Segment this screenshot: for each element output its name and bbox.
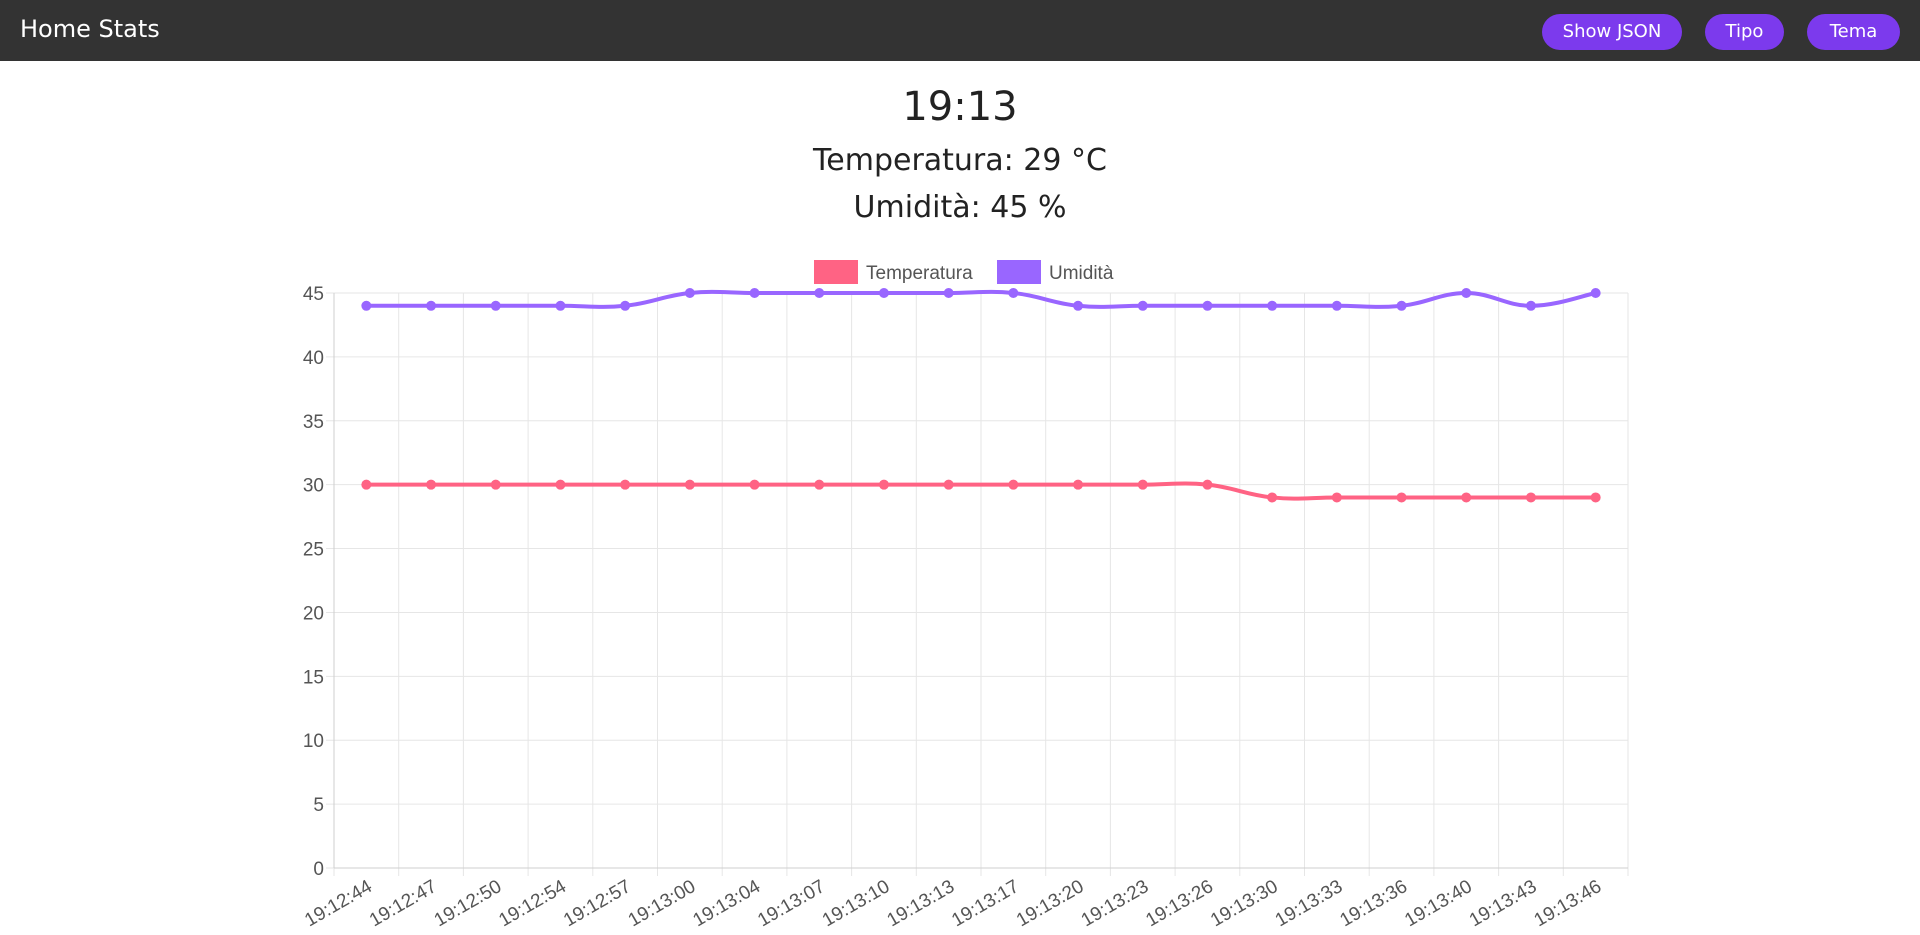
legend-label[interactable]: Temperatura [866,263,973,284]
x-tick-label: 19:13:00 [625,876,700,931]
y-tick-label: 10 [303,731,324,752]
data-point[interactable] [1008,479,1019,490]
tipo-button[interactable]: Tipo [1705,14,1784,50]
temperature-reading: Temperatura: 29 °C [813,143,1107,178]
data-point[interactable] [361,479,372,490]
x-tick-label: 19:12:54 [495,876,570,931]
x-tick-label: 19:13:07 [754,876,829,931]
data-point[interactable] [490,479,501,490]
x-tick-label: 19:12:57 [560,876,635,931]
data-point[interactable] [1590,492,1601,503]
data-point[interactable] [943,479,954,490]
data-point[interactable] [426,479,437,490]
data-point[interactable] [684,479,695,490]
data-point[interactable] [749,479,760,490]
data-point[interactable] [814,479,825,490]
y-tick-label: 40 [303,348,324,369]
data-point[interactable] [555,479,566,490]
data-point[interactable] [1202,300,1213,311]
data-point[interactable] [1461,492,1472,503]
data-point[interactable] [1137,479,1148,490]
x-tick-label: 19:12:47 [366,876,441,931]
show-json-button[interactable]: Show JSON [1542,14,1682,50]
current-time: 19:13 [902,84,1018,130]
data-point[interactable] [1331,492,1342,503]
x-tick-label: 19:12:50 [431,876,506,931]
y-tick-label: 30 [303,476,324,497]
data-point[interactable] [1525,492,1536,503]
data-point[interactable] [620,479,631,490]
data-point[interactable] [943,288,954,298]
navbar: Home Stats Show JSON Tipo Tema [0,0,1920,61]
data-point[interactable] [1267,300,1278,311]
data-point[interactable] [1008,288,1019,298]
data-point[interactable] [749,288,760,298]
chart-legend[interactable]: Temperatura Umidità [814,260,1114,284]
y-tick-label: 15 [303,667,324,688]
chart-grid [326,292,1629,876]
y-tick-label: 35 [303,412,324,433]
series-line-2 [364,289,1598,309]
data-point[interactable] [620,300,631,311]
app-title[interactable]: Home Stats [20,15,160,43]
y-tick-label: 5 [313,795,324,816]
x-tick-label: 19:13:30 [1207,876,1282,931]
data-point[interactable] [1331,300,1342,311]
data-point[interactable] [878,479,889,490]
y-tick-label: 0 [313,859,324,880]
data-point[interactable] [555,300,566,311]
chart-series [361,288,1601,503]
x-tick-label: 19:12:44 [301,876,376,931]
x-tick-label: 19:13:36 [1336,876,1411,931]
x-tick-label: 19:13:04 [689,876,764,931]
data-point[interactable] [1590,288,1601,298]
legend-label[interactable]: Umidità [1049,263,1114,284]
data-point[interactable] [878,288,889,298]
data-point[interactable] [1202,479,1213,490]
data-point[interactable] [1073,479,1084,490]
x-tick-label: 19:13:17 [948,876,1023,931]
x-tick-label: 19:13:33 [1272,876,1347,931]
data-point[interactable] [684,288,695,298]
x-tick-label: 19:13:10 [819,876,894,931]
tema-button[interactable]: Tema [1807,14,1900,50]
x-tick-label: 19:13:13 [884,876,959,931]
x-tick-label: 19:13:26 [1142,876,1217,931]
humidity-reading: Umidità: 45 % [853,190,1067,225]
data-point[interactable] [1396,492,1407,503]
data-point[interactable] [426,300,437,311]
data-point[interactable] [1396,300,1407,311]
legend-swatch[interactable] [997,260,1041,284]
data-point[interactable] [1525,300,1536,311]
x-tick-label: 19:13:23 [1078,876,1153,931]
data-point[interactable] [1073,300,1084,311]
data-point[interactable] [814,288,825,298]
x-tick-label: 19:13:46 [1531,876,1606,931]
y-tick-label: 20 [303,603,324,624]
x-tick-label: 19:13:43 [1466,876,1541,931]
data-point[interactable] [1461,288,1472,298]
y-tick-label: 45 [303,284,324,305]
data-point[interactable] [490,300,501,311]
legend-swatch[interactable] [814,260,858,284]
x-tick-label: 19:13:20 [1013,876,1088,931]
y-tick-label: 25 [303,540,324,561]
x-tick-label: 19:13:40 [1401,876,1476,931]
chart-axes: 05101520253035404519:12:4419:12:4719:12:… [301,284,1628,931]
data-point[interactable] [361,300,372,311]
series-line-1 [364,481,1598,501]
data-point[interactable] [1267,492,1278,503]
data-point[interactable] [1137,300,1148,311]
